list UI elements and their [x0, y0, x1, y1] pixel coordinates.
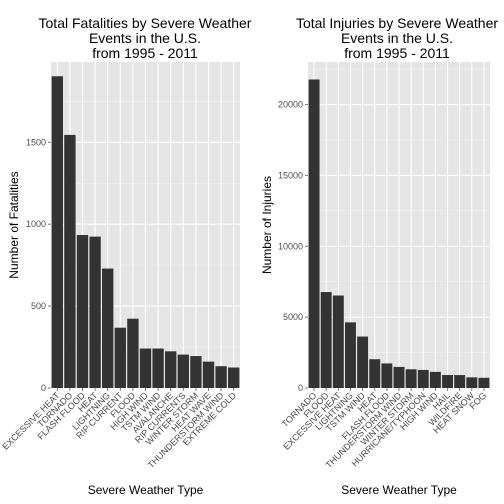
fatalities-y-tick-label: 1000: [26, 219, 46, 229]
injuries-y-tick-label: 20000: [278, 100, 303, 110]
fatalities-chart: Total Fatalities by Severe WeatherEvents…: [0, 15, 252, 497]
injuries-title-line: Events in the U.S.: [341, 30, 453, 46]
fatalities-bar: [102, 268, 114, 388]
injuries-bar: [429, 371, 441, 388]
fatalities-bar: [114, 327, 126, 388]
fatalities-bar: [165, 351, 177, 388]
injuries-bar: [320, 292, 332, 388]
injuries-bar: [345, 322, 356, 388]
injuries-bar: [478, 377, 490, 388]
injuries-title-line: from 1995 - 2011: [344, 45, 450, 61]
injuries-bar: [369, 359, 381, 388]
fatalities-bar: [139, 348, 152, 388]
injuries-bar: [417, 369, 429, 388]
injuries-y-tick-label: 15000: [278, 170, 303, 180]
injuries-x-axis-title: Severe Weather Type: [341, 483, 457, 497]
fatalities-bar: [202, 361, 215, 388]
fatalities-bar: [51, 76, 63, 388]
fatalities-bar: [127, 318, 139, 388]
fatalities-y-tick-label: 1500: [26, 137, 46, 147]
injuries-bar: [381, 363, 393, 388]
injuries-bar: [466, 377, 478, 388]
fatalities-title-line: Total Fatalities by Severe Weather: [39, 15, 252, 31]
injuries-y-tick-label: 0: [298, 383, 303, 393]
fatalities-bar: [228, 367, 240, 388]
injuries-y-tick-label: 5000: [283, 312, 303, 322]
injuries-bar: [454, 375, 466, 388]
fatalities-y-tick-label: 500: [31, 301, 46, 311]
fatalities-title-line: Events in the U.S.: [89, 30, 201, 46]
injuries-bar: [393, 366, 405, 388]
fatalities-bar: [190, 356, 202, 388]
injuries-bar: [357, 336, 369, 388]
fatalities-bar: [76, 234, 89, 388]
fatalities-bar: [215, 366, 227, 388]
fatalities-y-axis-title: Number of Fatalities: [7, 171, 21, 278]
injuries-y-tick-label: 10000: [278, 241, 303, 251]
injuries-bar: [332, 295, 344, 388]
fatalities-bar: [177, 354, 189, 388]
injuries-bar: [405, 369, 417, 388]
injuries-y-axis-title: Number of Injuries: [260, 176, 274, 274]
fatalities-bar: [64, 134, 76, 388]
fatalities-title-line: from 1995 - 2011: [92, 45, 198, 61]
fatalities-x-axis-title: Severe Weather Type: [88, 483, 204, 497]
fatalities-bar: [89, 236, 101, 388]
injuries-bar: [442, 375, 453, 388]
fatalities-y-tick-label: 0: [41, 383, 46, 393]
fatalities-bar: [152, 348, 164, 388]
injuries-bar: [308, 79, 320, 388]
injuries-title-line: Total Injuries by Severe Weather: [296, 15, 498, 31]
